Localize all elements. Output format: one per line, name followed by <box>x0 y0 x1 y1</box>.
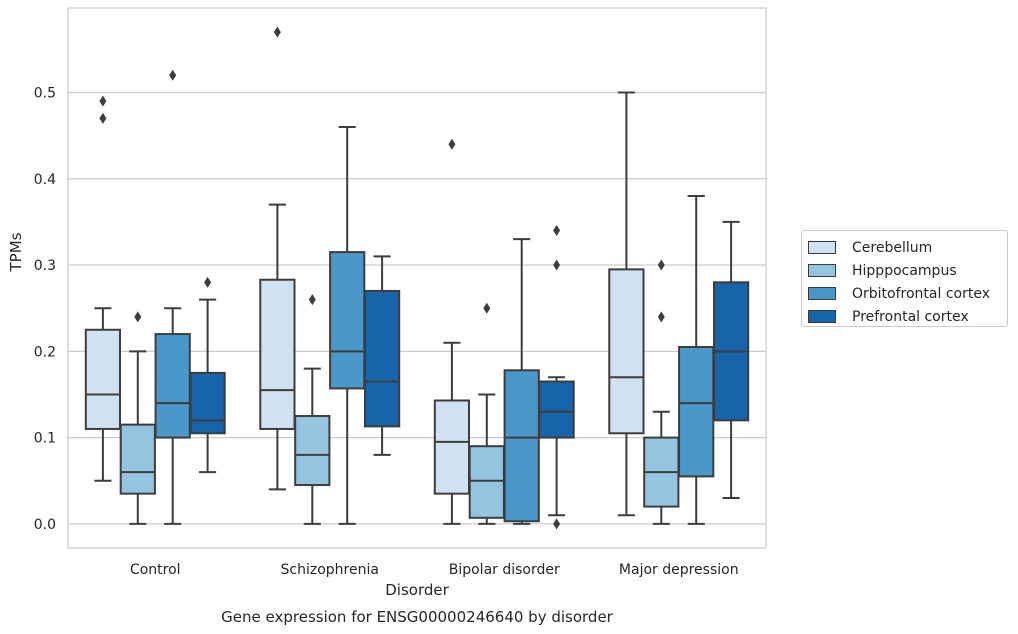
box-prefrontal-cortex-2 <box>538 225 575 530</box>
box-hipppocampus-0 <box>119 311 156 525</box>
box-body <box>189 371 226 435</box>
legend-swatch <box>808 241 836 254</box>
box-cerebellum-0 <box>84 95 122 482</box>
legend-label: Prefrontal cortex <box>852 308 969 325</box>
box-cerebellum-1 <box>259 26 296 491</box>
box-hipppocampus-2 <box>468 302 505 525</box>
outlier-point <box>204 276 212 288</box>
outlier-point <box>553 518 561 530</box>
outlier-point <box>134 311 142 323</box>
box-body <box>294 415 331 487</box>
legend-item: Prefrontal cortex <box>808 305 1007 328</box>
legend-label: Hipppocampus <box>852 262 957 279</box>
outlier-point <box>99 112 107 124</box>
box-body <box>329 251 366 390</box>
box-body <box>503 369 540 523</box>
box-orbitofrontal-cortex-1 <box>329 126 366 525</box>
y-tick-label: 0.1 <box>34 431 56 447</box>
x-tick-label: Major depression <box>619 562 739 578</box>
box-orbitofrontal-cortex-3 <box>678 195 715 525</box>
legend-item: Cerebellum <box>808 236 1007 259</box>
y-tick-label: 0.3 <box>34 258 56 274</box>
box-body <box>468 445 505 519</box>
outlier-point <box>553 225 561 237</box>
x-tick-labels: Control Schizophrenia Bipolar disorder Majo… <box>130 562 739 578</box>
box-prefrontal-cortex-3 <box>712 220 750 499</box>
legend-swatch <box>808 264 836 277</box>
y-tick-label: 0.4 <box>34 172 56 188</box>
box-body <box>84 328 122 430</box>
y-tick-label: 0.0 <box>34 517 56 533</box>
outlier-point <box>553 259 561 271</box>
legend-label: Cerebellum <box>852 239 933 256</box>
outlier-point <box>308 294 316 306</box>
outlier-point <box>273 26 281 38</box>
box-groups <box>84 26 750 530</box>
x-tick-label: Control <box>130 562 181 578</box>
box-body <box>608 268 645 435</box>
plot-frame <box>67 7 767 549</box>
legend-label: Orbitofrontal cortex <box>852 285 990 302</box>
y-tick-label: 0.2 <box>34 344 56 360</box>
legend-swatch <box>808 287 836 300</box>
box-cerebellum-3 <box>608 91 645 517</box>
legend-item: Hipppocampus <box>808 259 1007 282</box>
box-body <box>363 289 401 428</box>
x-tick-label: Bipolar disorder <box>449 562 560 578</box>
box-body <box>678 346 715 478</box>
y-axis-label: TPMs <box>7 232 25 272</box>
box-body <box>119 423 156 495</box>
box-body <box>433 399 471 495</box>
outlier-point <box>657 311 665 323</box>
y-tick-labels: 0.0 0.1 0.2 0.3 0.4 0.5 <box>34 86 56 533</box>
box-orbitofrontal-cortex-0 <box>154 69 191 525</box>
box-prefrontal-cortex-0 <box>189 276 226 474</box>
outlier-point <box>169 69 177 81</box>
chart-title: Gene expression for ENSG00000246640 by d… <box>221 608 614 626</box>
y-tick-label: 0.5 <box>34 86 56 102</box>
legend: Cerebellum Hipppocampus Orbitofrontal cort… <box>801 230 1008 327</box>
box-hipppocampus-3 <box>643 259 680 525</box>
outlier-point <box>483 302 491 314</box>
box-body <box>538 380 575 439</box>
box-body <box>259 278 296 430</box>
outlier-point <box>99 95 107 107</box>
box-body <box>154 333 191 439</box>
legend-item: Orbitofrontal cortex <box>808 282 1007 305</box>
outlier-point <box>657 259 665 271</box>
box-cerebellum-2 <box>433 138 471 525</box>
box-hipppocampus-1 <box>294 294 331 525</box>
box-orbitofrontal-cortex-2 <box>503 238 540 525</box>
outlier-point <box>448 138 456 150</box>
legend-swatch <box>808 310 836 323</box>
box-prefrontal-cortex-1 <box>363 255 401 456</box>
x-tick-label: Schizophrenia <box>281 562 379 578</box>
x-axis-label: Disorder <box>385 581 449 599</box>
